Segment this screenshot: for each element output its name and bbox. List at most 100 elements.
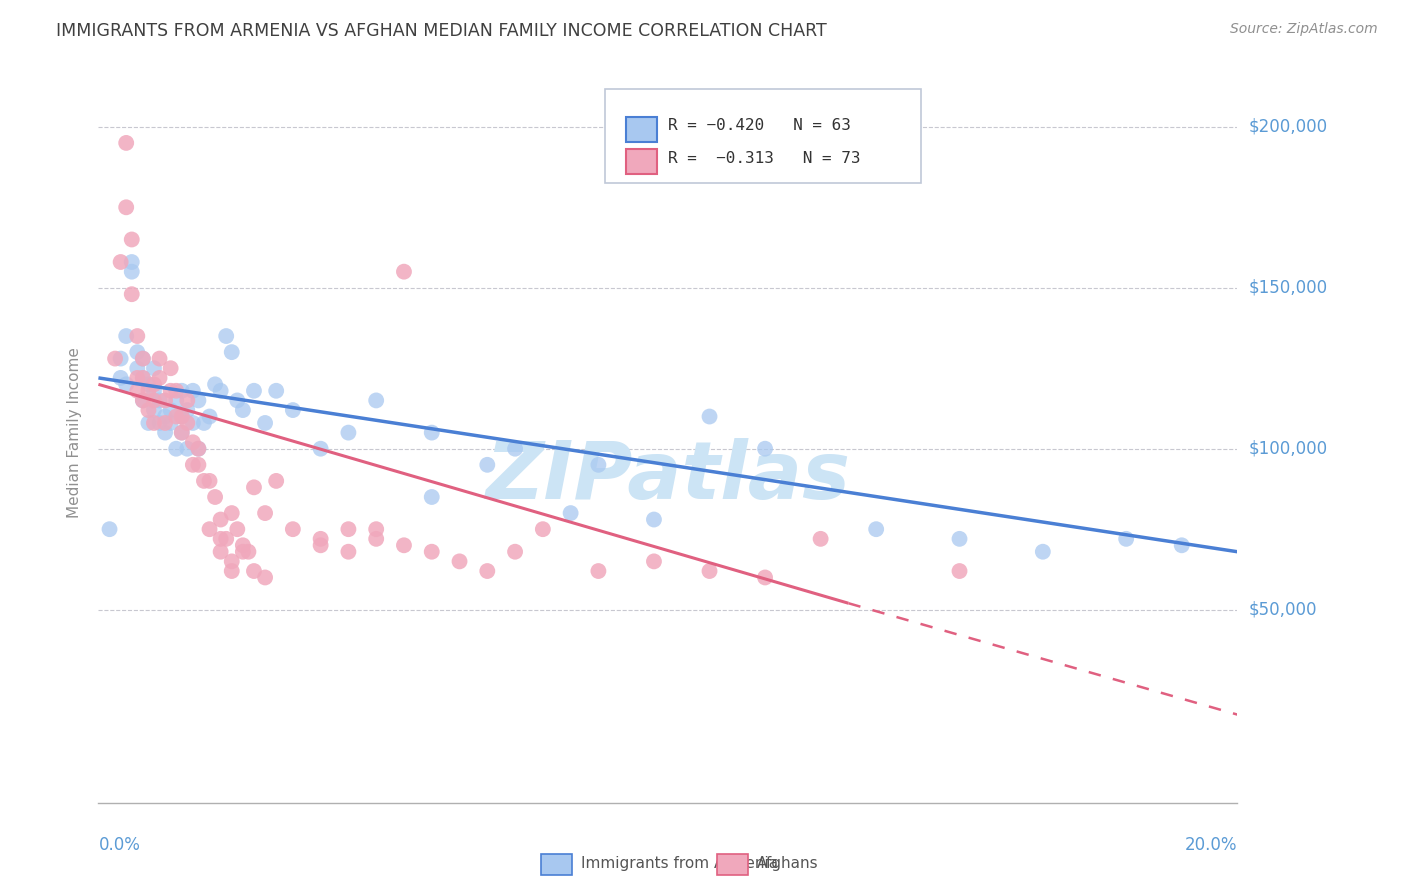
Point bbox=[232, 403, 254, 417]
Point bbox=[104, 351, 127, 366]
Point bbox=[477, 564, 499, 578]
Point bbox=[187, 442, 209, 456]
Point bbox=[215, 532, 238, 546]
Point bbox=[243, 384, 266, 398]
Point bbox=[337, 545, 360, 559]
Point bbox=[176, 403, 198, 417]
Point bbox=[560, 506, 582, 520]
Point bbox=[153, 416, 176, 430]
Point bbox=[115, 136, 138, 150]
Point bbox=[115, 329, 138, 343]
Point bbox=[143, 361, 166, 376]
Point bbox=[699, 409, 721, 424]
Text: 20.0%: 20.0% bbox=[1185, 836, 1237, 855]
Point bbox=[204, 490, 226, 504]
Point bbox=[115, 200, 138, 214]
Text: Immigrants from Armenia: Immigrants from Armenia bbox=[581, 856, 778, 871]
Point bbox=[159, 403, 181, 417]
Point bbox=[309, 442, 332, 456]
Point bbox=[138, 403, 160, 417]
Point bbox=[132, 351, 155, 366]
Point bbox=[143, 377, 166, 392]
Point bbox=[754, 570, 776, 584]
Point bbox=[1032, 545, 1054, 559]
Point bbox=[209, 512, 232, 526]
Point bbox=[865, 522, 887, 536]
Point bbox=[588, 564, 610, 578]
Point bbox=[165, 409, 187, 424]
Point bbox=[420, 490, 443, 504]
Point bbox=[243, 564, 266, 578]
Point bbox=[215, 329, 238, 343]
Point bbox=[127, 345, 149, 359]
Point bbox=[392, 265, 415, 279]
Point bbox=[148, 351, 170, 366]
Point bbox=[170, 425, 193, 440]
Point bbox=[165, 442, 187, 456]
Text: IMMIGRANTS FROM ARMENIA VS AFGHAN MEDIAN FAMILY INCOME CORRELATION CHART: IMMIGRANTS FROM ARMENIA VS AFGHAN MEDIAN… bbox=[56, 22, 827, 40]
Point bbox=[187, 442, 209, 456]
Point bbox=[226, 393, 249, 408]
Point bbox=[153, 425, 176, 440]
Point bbox=[115, 377, 138, 392]
Text: $150,000: $150,000 bbox=[1249, 279, 1327, 297]
Point bbox=[366, 532, 388, 546]
Point bbox=[176, 442, 198, 456]
Point bbox=[810, 532, 832, 546]
Point bbox=[232, 545, 254, 559]
Text: Afghans: Afghans bbox=[756, 856, 818, 871]
Point bbox=[1170, 538, 1192, 552]
Text: $50,000: $50,000 bbox=[1249, 600, 1317, 619]
Point bbox=[309, 538, 332, 552]
Point bbox=[121, 255, 143, 269]
Point bbox=[588, 458, 610, 472]
Text: 0.0%: 0.0% bbox=[98, 836, 141, 855]
Point bbox=[209, 545, 232, 559]
Point bbox=[477, 458, 499, 472]
Point bbox=[198, 409, 221, 424]
Point bbox=[132, 371, 155, 385]
Point bbox=[503, 442, 526, 456]
Point bbox=[221, 554, 243, 568]
Point bbox=[127, 329, 149, 343]
Point bbox=[254, 570, 277, 584]
Point bbox=[226, 522, 249, 536]
Point bbox=[420, 425, 443, 440]
Point bbox=[181, 384, 204, 398]
Point bbox=[132, 351, 155, 366]
Point bbox=[243, 480, 266, 494]
Point bbox=[159, 416, 181, 430]
Point bbox=[170, 425, 193, 440]
Point bbox=[449, 554, 471, 568]
Point bbox=[148, 371, 170, 385]
Point bbox=[170, 384, 193, 398]
Point bbox=[503, 545, 526, 559]
Point bbox=[121, 232, 143, 246]
Point bbox=[254, 416, 277, 430]
Point bbox=[138, 416, 160, 430]
Point bbox=[337, 425, 360, 440]
Text: $200,000: $200,000 bbox=[1249, 118, 1327, 136]
Point bbox=[264, 474, 287, 488]
Point bbox=[148, 393, 170, 408]
Point bbox=[148, 416, 170, 430]
Point bbox=[209, 384, 232, 398]
Point bbox=[143, 403, 166, 417]
Point bbox=[127, 371, 149, 385]
Point bbox=[198, 474, 221, 488]
Point bbox=[281, 522, 304, 536]
Point bbox=[531, 522, 554, 536]
Point bbox=[143, 416, 166, 430]
Point bbox=[1115, 532, 1137, 546]
Point bbox=[170, 409, 193, 424]
Point bbox=[699, 564, 721, 578]
Point bbox=[127, 361, 149, 376]
Point bbox=[209, 532, 232, 546]
Point bbox=[309, 532, 332, 546]
Point bbox=[392, 538, 415, 552]
Point bbox=[110, 255, 132, 269]
Point bbox=[121, 287, 143, 301]
Point bbox=[165, 384, 187, 398]
Point bbox=[170, 409, 193, 424]
Point bbox=[264, 384, 287, 398]
